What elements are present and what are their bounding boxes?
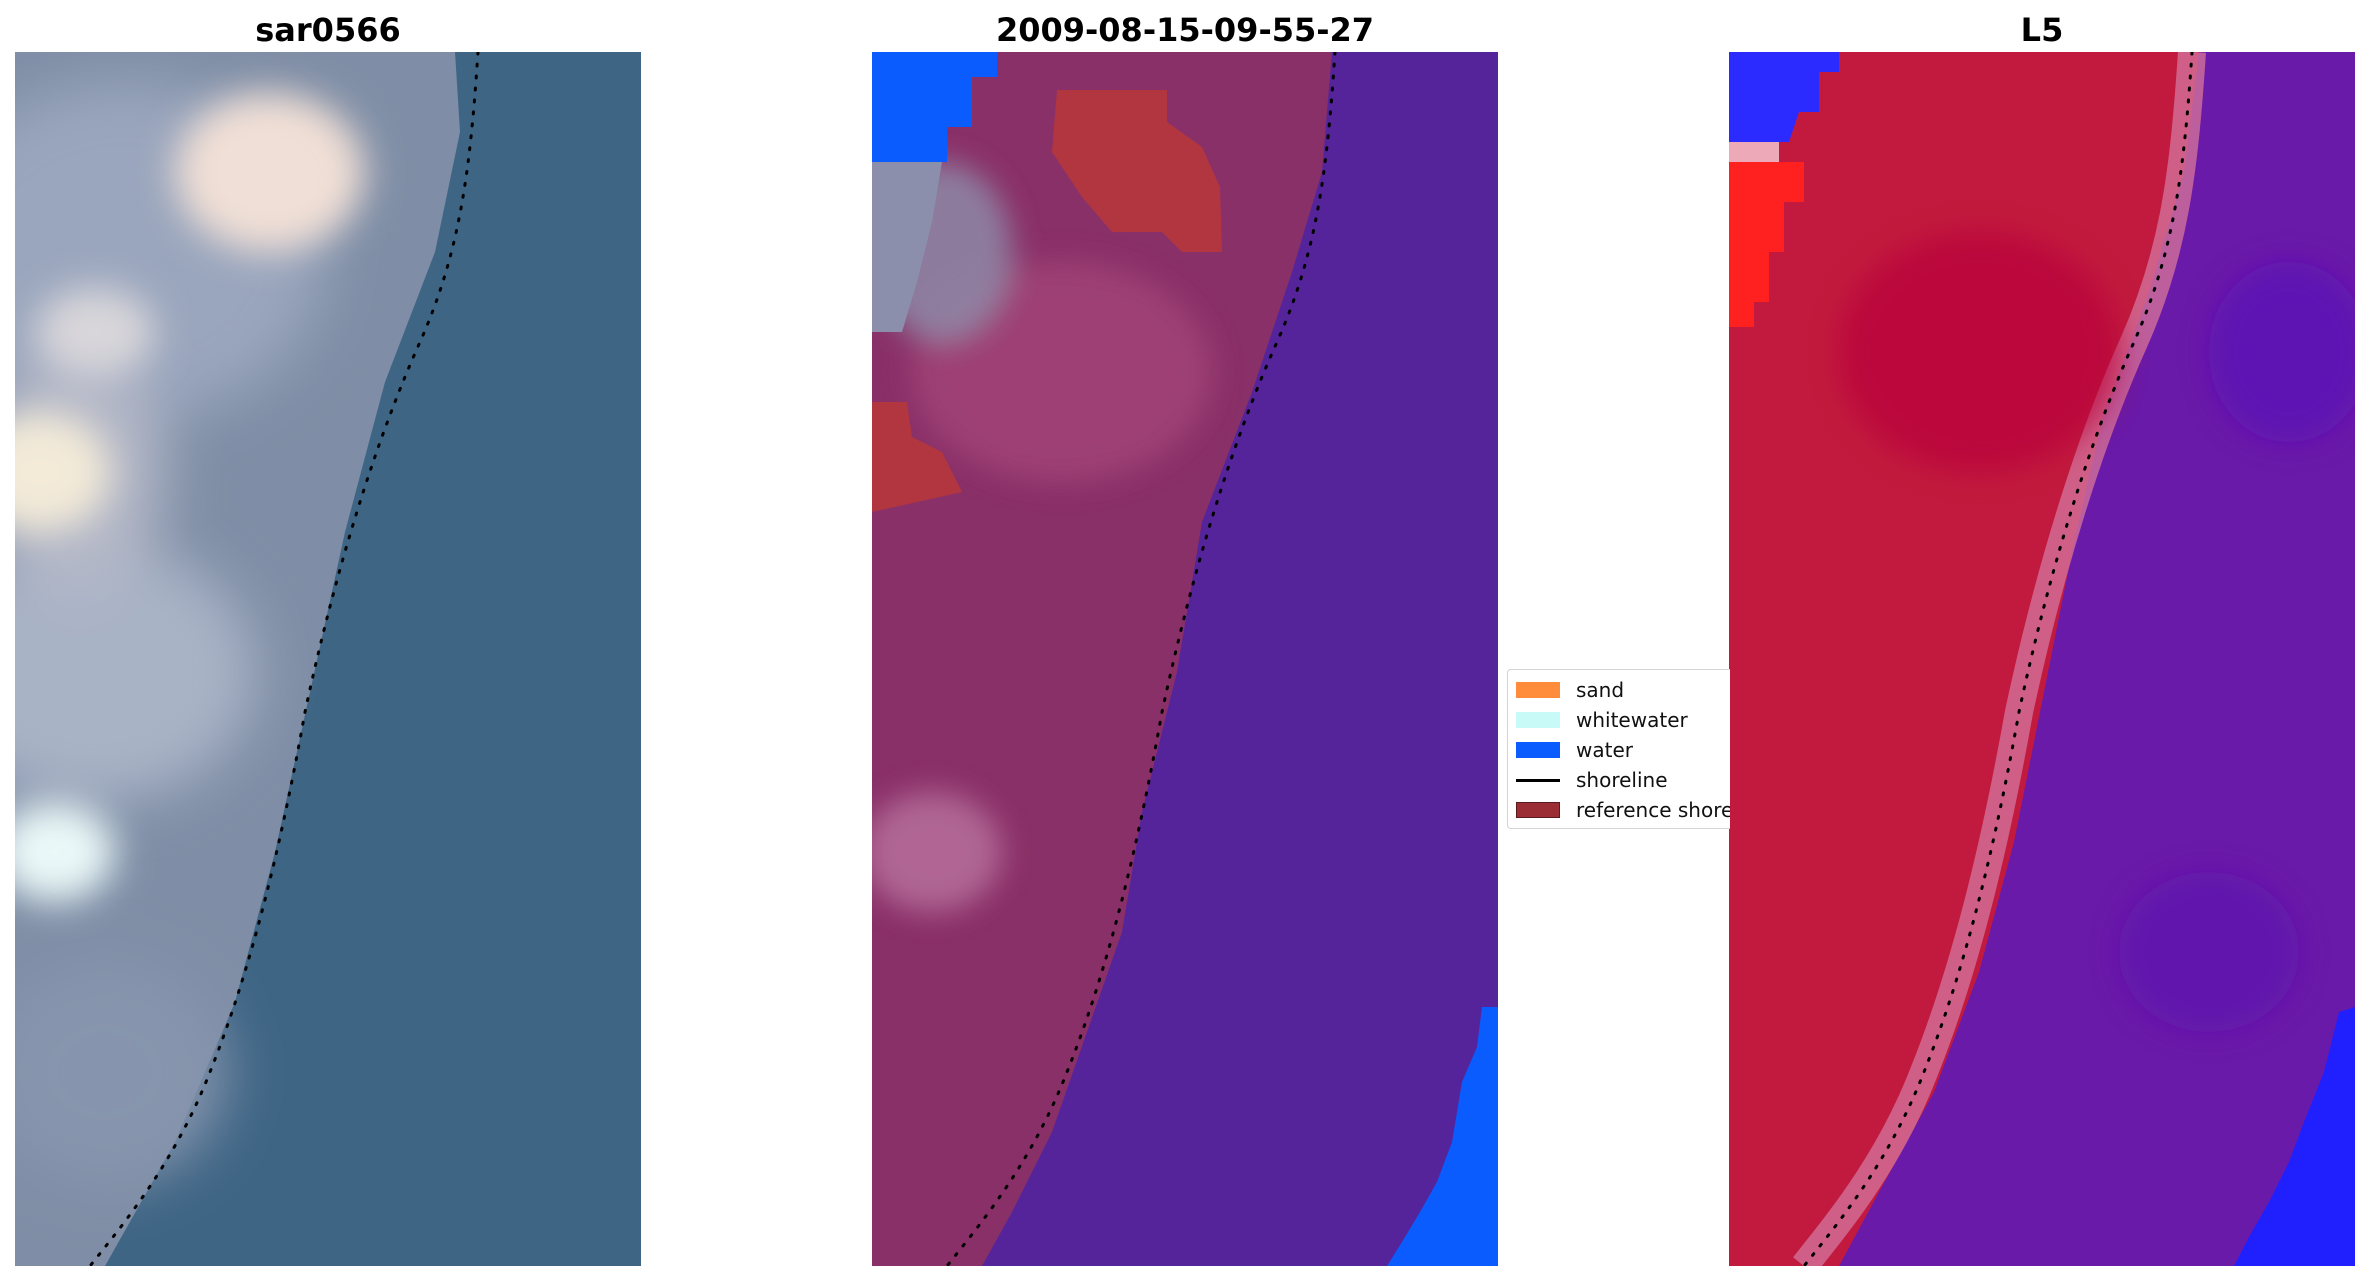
reference-shoreline-zone-2 — [872, 402, 962, 512]
index-image — [1729, 52, 2355, 1266]
sand-index-patch — [1729, 162, 1804, 327]
legend-item-water: water — [1516, 738, 1730, 762]
legend-label: shoreline — [1576, 768, 1668, 792]
index-image-panel — [1729, 52, 2355, 1266]
panel-title-index: L5 — [2020, 11, 2064, 49]
rgb-image-panel — [15, 52, 641, 1266]
legend-label: whitewater — [1576, 708, 1688, 732]
cloud-patches — [15, 92, 365, 902]
legend-label: water — [1576, 738, 1633, 762]
whitewater-swatch-icon — [1516, 712, 1560, 728]
classified-image-panel — [872, 52, 1498, 1266]
shoreline-dotted-line — [88, 52, 480, 1266]
water-index-edge — [2234, 1007, 2355, 1266]
water-index-corner — [1729, 52, 1839, 142]
panel-title-rgb: sar0566 — [255, 11, 401, 49]
panel-title-classified: 2009-08-15-09-55-27 — [995, 11, 1375, 49]
legend-label: sand — [1576, 678, 1625, 702]
water-class-edge — [1387, 1007, 1498, 1266]
water-swatch-icon — [1516, 742, 1560, 758]
legend-item-whitewater: whitewater — [1516, 708, 1730, 732]
legend-item-shoreline: shoreline — [1516, 768, 1730, 792]
sand-swatch-icon — [1516, 682, 1560, 698]
legend-item-reference-shoreline: reference shoreline — [1516, 798, 1730, 822]
classified-image — [872, 52, 1498, 1266]
rgb-image — [15, 52, 641, 1266]
grey-patch — [872, 162, 942, 332]
shoreline-dotted-line — [1802, 52, 2194, 1266]
legend-item-sand: sand — [1516, 678, 1730, 702]
index-texture — [1839, 232, 2355, 1032]
shoreline-dotted-line — [945, 52, 1337, 1266]
legend: sand whitewater water shoreline referenc… — [1507, 669, 1730, 829]
legend-label: reference shoreline — [1576, 798, 1730, 822]
reference-shoreline-swatch-icon — [1516, 802, 1560, 818]
reference-shoreline-zone — [1052, 90, 1222, 252]
water-class-corner — [872, 52, 997, 162]
shoreline-line-icon — [1516, 779, 1560, 782]
